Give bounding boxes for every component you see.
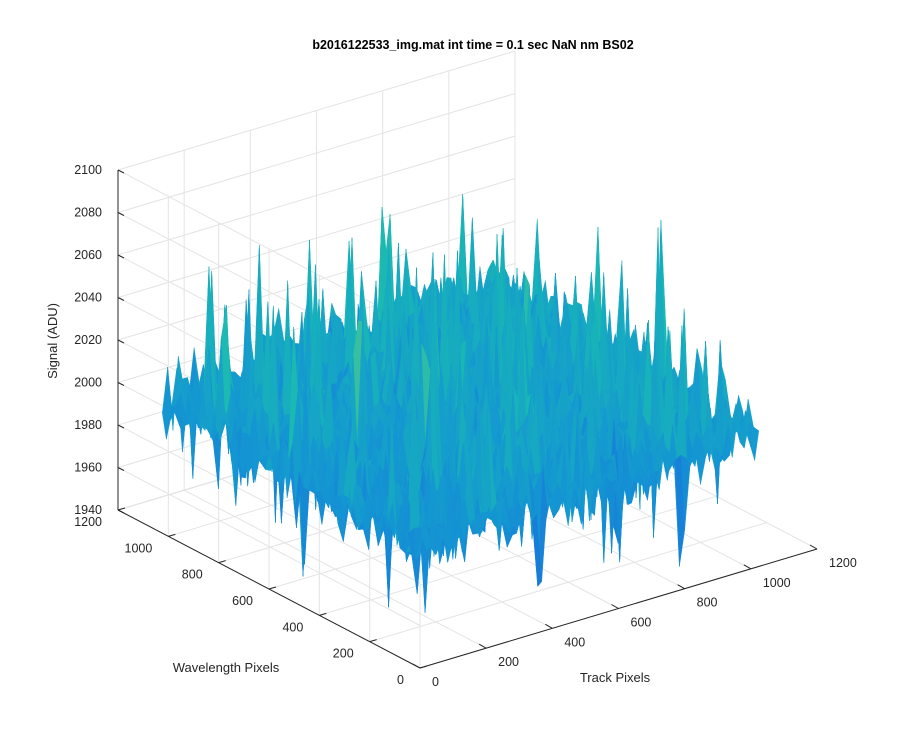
grid-line xyxy=(117,50,516,171)
z-tick-label: 1940 xyxy=(74,503,102,517)
y-tick-mark xyxy=(268,586,277,590)
y-tick-label: 1200 xyxy=(74,515,102,529)
x-tick-mark xyxy=(412,663,421,669)
x-tick-label: 600 xyxy=(631,616,652,630)
grid-line xyxy=(117,467,421,626)
grid-line xyxy=(117,93,516,213)
z-tick-label: 2100 xyxy=(74,163,102,177)
z-axis-label: Signal (ADU) xyxy=(45,303,60,379)
x-tick-label: 0 xyxy=(432,675,439,689)
x-axis-label: Track Pixels xyxy=(580,670,651,685)
z-tick-mark xyxy=(117,382,125,386)
z-tick-label: 1980 xyxy=(74,418,102,432)
surface-cell xyxy=(162,367,172,440)
z-tick-mark xyxy=(117,509,125,514)
grid-line xyxy=(117,220,516,341)
y-tick-label: 0 xyxy=(397,673,404,687)
y-tick-label: 600 xyxy=(232,594,253,608)
z-tick-label: 2080 xyxy=(74,206,102,220)
y-tick-mark xyxy=(319,612,327,616)
x-tick-label: 200 xyxy=(498,655,519,669)
axes-lines xyxy=(117,169,818,669)
grid-line xyxy=(117,424,421,584)
z-tick-mark xyxy=(117,254,125,259)
x-tick-label: 800 xyxy=(697,596,718,610)
z-tick-label: 2060 xyxy=(74,248,102,262)
z-tick-mark xyxy=(117,212,125,216)
z-tick-label: 2040 xyxy=(74,291,102,305)
chart-title: b2016122533_img.mat int time = 0.1 sec N… xyxy=(312,38,633,52)
grid-line xyxy=(369,522,767,643)
z-tick-mark xyxy=(117,424,125,429)
y-tick-label: 800 xyxy=(182,568,203,582)
grid-line xyxy=(319,495,717,616)
x-tick-mark xyxy=(545,623,553,629)
y-tick-mark xyxy=(419,665,428,669)
y-tick-mark xyxy=(117,507,126,511)
x-tick-label: 1000 xyxy=(763,576,791,590)
y-tick-mark xyxy=(218,560,226,564)
z-tick-label: 1960 xyxy=(74,461,102,475)
y-tick-label: 1000 xyxy=(125,541,153,555)
z-tick-mark xyxy=(117,339,125,344)
y-tick-mark xyxy=(369,639,377,643)
surface-cell xyxy=(457,194,468,296)
z-tick-label: 2000 xyxy=(74,376,102,390)
z-tick-label: 2020 xyxy=(74,333,102,347)
grid-line xyxy=(117,135,516,256)
grid-line xyxy=(117,178,516,298)
grid-line xyxy=(117,169,421,329)
y-tick-label: 200 xyxy=(333,647,354,661)
x-tick-mark xyxy=(809,544,818,550)
surface-mesh xyxy=(162,194,760,613)
z-tick-mark xyxy=(117,297,125,301)
x-tick-label: 400 xyxy=(564,635,585,649)
surface-cell xyxy=(415,511,426,560)
z-tick-mark xyxy=(117,467,125,471)
x-tick-mark xyxy=(677,584,685,590)
x-tick-mark xyxy=(743,564,752,570)
x-tick-label: 1200 xyxy=(829,556,857,570)
y-axis-label: Wavelength Pixels xyxy=(173,660,280,675)
z-tick-mark xyxy=(117,169,125,174)
tick-labels: 0 200 400 600 800 1000 1200 0 200 400 600 800 1000 12… xyxy=(74,163,857,689)
y-tick-label: 400 xyxy=(282,620,303,634)
y-tick-mark xyxy=(168,533,176,537)
x-tick-mark xyxy=(478,643,487,649)
x-tick-mark xyxy=(611,604,619,609)
